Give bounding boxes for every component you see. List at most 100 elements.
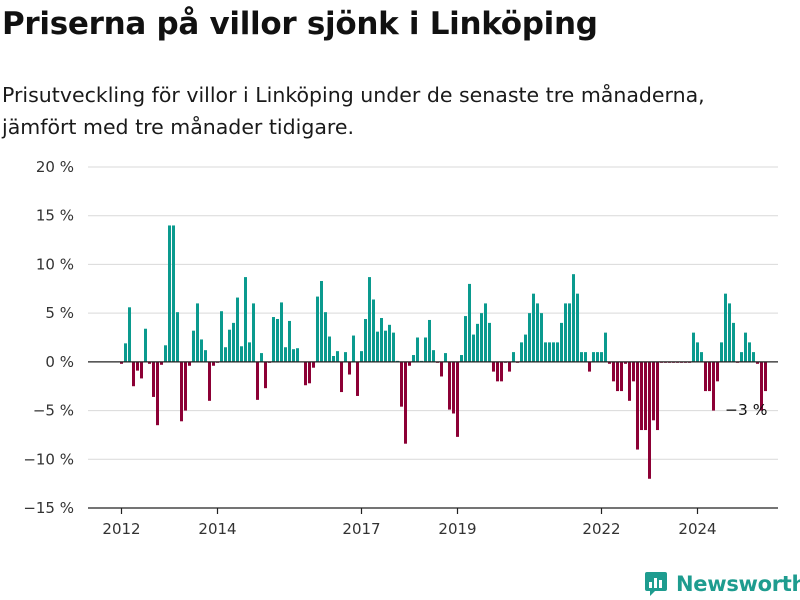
axes (88, 361, 778, 509)
bar (460, 355, 463, 362)
bar (352, 335, 355, 362)
bar (196, 303, 199, 362)
bar (408, 361, 411, 366)
bar (492, 361, 495, 372)
bar (204, 350, 207, 362)
bar (224, 347, 227, 362)
bar (180, 361, 183, 422)
bar (496, 361, 499, 382)
bar (708, 361, 711, 392)
bar (328, 336, 331, 362)
bar (280, 302, 283, 362)
bar (712, 361, 715, 411)
bar (400, 361, 403, 407)
bar (520, 342, 523, 362)
bar (272, 317, 275, 362)
bar (228, 329, 231, 362)
bar (488, 322, 491, 362)
bar (332, 356, 335, 362)
bar (572, 274, 575, 362)
bar (212, 361, 215, 366)
bar (632, 361, 635, 382)
bar (304, 361, 307, 386)
bar (140, 361, 143, 379)
bar (484, 303, 487, 362)
bar (448, 361, 451, 410)
bar (624, 361, 627, 364)
bar (744, 332, 747, 362)
bar (284, 347, 287, 362)
bar (424, 337, 427, 362)
bar (296, 348, 299, 362)
bar (596, 352, 599, 362)
bar (124, 343, 127, 362)
bar (200, 339, 203, 362)
bar (220, 311, 223, 362)
y-tick-label: −10 % (23, 450, 74, 468)
bar (696, 342, 699, 362)
bar (656, 361, 659, 431)
bar (476, 323, 479, 362)
y-axis-labels: 20 % 15 % 10 % 5 % 0 % −5 % −10 % −15 % (23, 158, 74, 517)
bar (544, 342, 547, 362)
bar (716, 361, 719, 382)
bar (248, 342, 251, 362)
bar (600, 352, 603, 362)
bar (368, 277, 371, 362)
bar (576, 293, 579, 362)
latest-value-label: −3 % (725, 401, 768, 419)
bar (344, 352, 347, 362)
bar (336, 351, 339, 362)
bar (312, 361, 315, 368)
y-tick-label: −5 % (33, 402, 74, 420)
bar (548, 342, 551, 362)
bar (452, 361, 455, 414)
bar (132, 361, 135, 387)
bar (756, 361, 759, 364)
bar (456, 361, 459, 437)
bar (136, 361, 139, 371)
x-tick-label: 2012 (102, 520, 140, 538)
bar (288, 320, 291, 362)
chart-subtitle: Prisutveckling för villor i Linköping un… (2, 83, 705, 139)
y-tick-label: 0 % (45, 353, 74, 371)
bar (432, 350, 435, 362)
bar (564, 303, 567, 362)
y-tick-label: 5 % (45, 304, 74, 322)
bar (760, 361, 763, 411)
bar (356, 361, 359, 396)
bar (592, 352, 595, 362)
bar (264, 361, 267, 389)
bar (472, 334, 475, 362)
bar (160, 361, 163, 365)
newsworthy-logo: Newsworthy (644, 568, 800, 600)
bar (636, 361, 639, 450)
grid-lines (88, 166, 778, 460)
bar (700, 352, 703, 362)
bar (392, 332, 395, 362)
x-tick-label: 2019 (438, 520, 476, 538)
y-tick-label: 15 % (36, 207, 74, 225)
bar (560, 322, 563, 362)
annotations: −3 % (725, 401, 768, 419)
y-tick-label: 20 % (36, 158, 74, 176)
bar (724, 293, 727, 362)
bar (152, 361, 155, 397)
x-axis-labels: 2012 2014 2017 2019 2022 2024 (102, 508, 717, 538)
bar (388, 324, 391, 362)
bar (348, 361, 351, 375)
x-tick-label: 2017 (342, 520, 380, 538)
bar (208, 361, 211, 401)
bar (260, 353, 263, 362)
bar (568, 303, 571, 362)
bar (324, 312, 327, 362)
bar (292, 349, 295, 362)
bar (480, 313, 483, 362)
bar (144, 328, 147, 362)
bar (748, 342, 751, 362)
bar (648, 361, 651, 479)
x-tick-label: 2022 (582, 520, 620, 538)
bar (552, 342, 555, 362)
bar (192, 330, 195, 362)
